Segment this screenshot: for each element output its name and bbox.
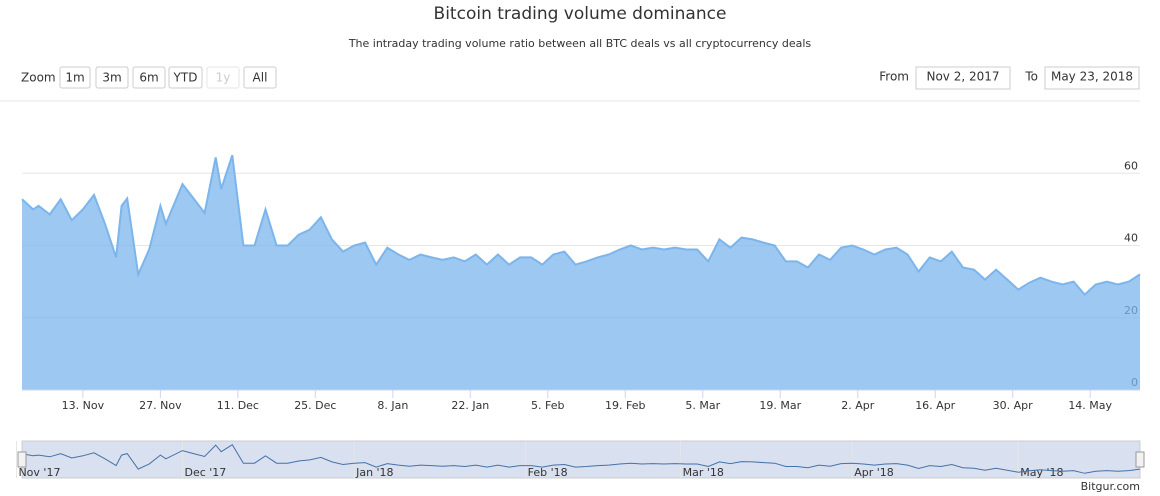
navigator-handle[interactable] bbox=[1135, 451, 1145, 468]
y-tick-label: 40 bbox=[1124, 232, 1138, 245]
zoom-button-label: 1y bbox=[216, 71, 231, 85]
navigator-tick-label: Apr '18 bbox=[854, 466, 894, 479]
navigator-line bbox=[21, 444, 1141, 474]
area-line bbox=[21, 154, 1141, 297]
navigator-tick-label: Mar '18 bbox=[683, 466, 724, 479]
zoom-button[interactable] bbox=[168, 66, 203, 89]
x-tick-label: 19. Mar bbox=[759, 399, 801, 412]
x-tick-label: 16. Apr bbox=[915, 399, 955, 412]
zoom-button-label: 1m bbox=[65, 71, 84, 85]
zoom-button-label: YTD bbox=[173, 71, 198, 85]
from-input[interactable] bbox=[915, 66, 1011, 90]
x-tick-label: 5. Mar bbox=[685, 399, 720, 412]
x-tick-label: 11. Dec bbox=[217, 399, 259, 412]
to-label: To bbox=[1024, 70, 1038, 84]
x-tick-label: 14. May bbox=[1068, 399, 1112, 412]
navigator-tick-label: May '18 bbox=[1020, 466, 1063, 479]
to-input[interactable] bbox=[1044, 66, 1140, 90]
x-tick-label: 19. Feb bbox=[605, 399, 645, 412]
zoom-button bbox=[206, 66, 240, 89]
navigator-tick-label: Jan '18 bbox=[355, 466, 393, 479]
x-tick-label: 2. Apr bbox=[841, 399, 874, 412]
zoom-button[interactable] bbox=[243, 66, 277, 89]
zoom-button[interactable] bbox=[132, 66, 166, 89]
navigator-tick-label: Feb '18 bbox=[528, 466, 568, 479]
from-label: From bbox=[879, 70, 909, 84]
to-value: May 23, 2018 bbox=[1051, 70, 1133, 84]
x-tick-label: 8. Jan bbox=[377, 399, 408, 412]
from-value: Nov 2, 2017 bbox=[926, 70, 999, 84]
x-tick-label: 30. Apr bbox=[993, 399, 1033, 412]
zoom-button-label: All bbox=[253, 71, 268, 85]
x-tick-label: 13. Nov bbox=[62, 399, 105, 412]
area-fill bbox=[22, 155, 1140, 390]
zoom-button[interactable] bbox=[95, 66, 129, 89]
navigator-tick-label: Dec '17 bbox=[185, 466, 227, 479]
zoom-label: Zoom bbox=[21, 71, 56, 85]
credits: Bitgur.com bbox=[1081, 480, 1140, 493]
y-tick-label: 60 bbox=[1124, 159, 1138, 172]
navigator-handle[interactable] bbox=[17, 451, 27, 468]
x-tick-label: 25. Dec bbox=[294, 399, 336, 412]
x-tick-label: 27. Nov bbox=[139, 399, 182, 412]
x-tick-label: 22. Jan bbox=[451, 399, 489, 412]
chart-title: Bitcoin trading volume dominance bbox=[434, 4, 727, 24]
zoom-button-label: 6m bbox=[139, 71, 158, 85]
x-tick-label: 5. Feb bbox=[531, 399, 564, 412]
zoom-button-label: 3m bbox=[102, 71, 121, 85]
navigator-tick-label: Nov '17 bbox=[18, 466, 60, 479]
zoom-button[interactable] bbox=[59, 66, 91, 89]
chart-subtitle: The intraday trading volume ratio betwee… bbox=[348, 37, 812, 50]
